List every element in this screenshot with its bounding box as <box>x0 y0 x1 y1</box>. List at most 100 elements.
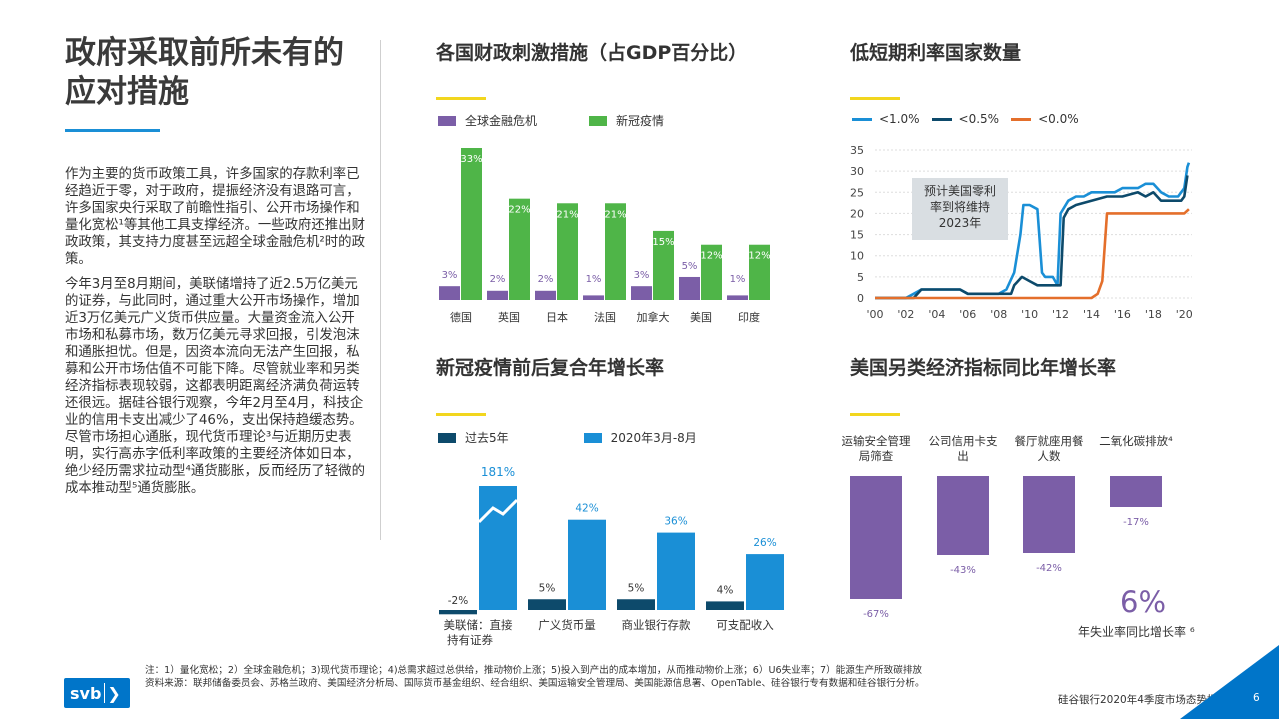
bar-5yr-3 <box>706 601 744 610</box>
bar-gfc-1 <box>487 290 508 300</box>
bar-5yr-0 <box>439 610 477 615</box>
annotation-box <box>912 178 1008 240</box>
series-line-lt0 <box>875 208 1190 300</box>
cagr-legend: 过去5年 2020年3月-8月 <box>438 429 697 446</box>
category-label-3: 法国 <box>594 310 616 324</box>
x-tick-2: '04 <box>928 308 945 321</box>
annotation-line-1: 率到将维持 <box>930 199 990 214</box>
footnote: 注：1）量化宽松；2）全球金融危机；3)现代货币理论；4)总需求超过总供给，推动… <box>145 664 935 690</box>
bar-covid-5 <box>701 244 722 300</box>
legend-label-lt0: <0.0% <box>1038 112 1079 126</box>
alt-bar-2 <box>1023 476 1075 554</box>
alt-category-label-2: 餐厅就座用餐 人数 <box>1014 434 1084 463</box>
bar-covid-2 <box>557 203 578 300</box>
y-tick-3: 15 <box>850 229 864 242</box>
bar-2020-1 <box>568 519 606 610</box>
x-tick-9: '18 <box>1145 308 1162 321</box>
data-label-covid-3: 21% <box>604 209 626 220</box>
alt-bar-3 <box>1110 476 1162 508</box>
legend-label-2020: 2020年3月-8月 <box>610 431 697 445</box>
bar-gfc-3 <box>583 295 604 300</box>
y-tick-4: 20 <box>850 207 864 220</box>
legend-swatch-2020 <box>583 432 602 443</box>
bar-covid-1 <box>509 198 530 300</box>
cagr-title-accent <box>436 413 486 416</box>
legend-swatch-5yr <box>438 432 456 443</box>
fiscal-chart: 3%33%德国2%22%英国2%21%日本1%21%法国3%15%加拿大5%12… <box>439 148 771 324</box>
data-label-5yr-0: -2% <box>448 595 468 607</box>
bar-2020-3 <box>746 554 784 610</box>
alt-category-label-3: 二氧化碳排放⁴ <box>1099 434 1173 448</box>
category-label-3: 可支配收入 <box>716 618 774 632</box>
legend-label-lt05: <0.5% <box>958 112 1000 126</box>
rates-chart-title: 低短期利率国家数量 <box>850 42 1022 64</box>
x-tick-5: '10 <box>1021 308 1038 321</box>
category-label-1: 广义货币量 <box>538 618 596 632</box>
data-label-2020-0: 181% <box>481 465 515 479</box>
annotation-line-0: 预计美国零利 <box>924 184 996 198</box>
legend-label-5yr: 过去5年 <box>465 431 509 445</box>
y-tick-7: 35 <box>850 144 864 157</box>
bar-covid-6 <box>749 244 770 300</box>
axis-break-icon <box>477 498 519 524</box>
data-label-2020-1: 42% <box>575 503 598 515</box>
legend-label-gfc: 全球金融危机 <box>465 114 538 128</box>
x-tick-3: '06 <box>959 308 976 321</box>
legend-item-covid: 新冠疫情 <box>589 112 664 129</box>
alt-category-label-1: 公司信用卡支 出 <box>928 434 998 463</box>
bar-gfc-2 <box>535 290 556 300</box>
footnote-sources: 资料来源：联邦储备委员会、苏格兰政府、美国经济分析局、国际货币基金组织、经合组织… <box>145 678 925 689</box>
bar-5yr-1 <box>528 599 566 610</box>
page-number: 6 <box>1253 692 1260 704</box>
bar-gfc-5 <box>679 276 700 300</box>
svb-logo-text: svb <box>70 683 102 703</box>
data-label-covid-5: 12% <box>700 251 722 262</box>
alt-data-label-3: -17% <box>1123 517 1149 529</box>
legend-item-lt05: <0.5% <box>931 112 1000 126</box>
category-label-4: 加拿大 <box>637 310 670 324</box>
y-tick-6: 30 <box>850 165 864 178</box>
alt-title-accent <box>850 413 900 416</box>
x-tick-0: '00 <box>866 308 883 321</box>
body-text: 作为主要的货币政策工具，许多国家的存款利率已经趋近于零，对于政府，提振经济没有退… <box>65 166 365 505</box>
x-tick-8: '16 <box>1114 308 1131 321</box>
alt-category-label-0: 运输安全管理 局筛查 <box>841 434 911 463</box>
column-divider <box>380 40 381 540</box>
data-label-gfc-0: 3% <box>442 270 458 281</box>
bar-gfc-4 <box>631 286 652 300</box>
y-tick-0: 0 <box>857 292 864 305</box>
category-label-2: 商业银行存款 <box>622 618 691 632</box>
fiscal-legend: 全球金融危机 新冠疫情 <box>438 112 664 129</box>
bar-2020-2 <box>657 532 695 610</box>
data-label-5yr-2: 5% <box>628 582 645 594</box>
legend-item-lt1: <1.0% <box>852 112 920 126</box>
corner-triangle <box>1180 645 1279 719</box>
category-label-1: 英国 <box>498 310 520 324</box>
cagr-chart-title: 新冠疫情前后复合年增长率 <box>436 357 665 379</box>
alt-data-label-0: -67% <box>863 609 889 621</box>
bar-covid-3 <box>605 203 626 300</box>
alt-data-label-1: -43% <box>950 565 976 577</box>
category-label-0: 美联储：直接 <box>444 618 513 632</box>
category-label-6: 印度 <box>738 310 760 324</box>
svb-logo-separator <box>104 683 105 703</box>
alt-data-label-2: -42% <box>1036 563 1062 575</box>
data-label-covid-4: 15% <box>652 237 674 248</box>
legend-item-gfc: 全球金融危机 <box>438 112 537 129</box>
fiscal-title-accent <box>436 97 486 100</box>
bar-5yr-2 <box>617 599 655 610</box>
bar-gfc-0 <box>439 286 460 300</box>
bar-covid-4 <box>653 230 674 300</box>
legend-swatch-gfc <box>438 115 456 126</box>
data-label-gfc-2: 2% <box>538 274 554 285</box>
bar-gfc-6 <box>727 295 748 300</box>
alt-bar-1 <box>937 476 989 556</box>
legend-item-2020: 2020年3月-8月 <box>583 429 697 446</box>
unemployment-value: 6% <box>1120 585 1167 619</box>
svb-logo: svb ❯ <box>64 678 130 708</box>
category-label-2: 日本 <box>546 310 568 324</box>
rates-title-accent <box>850 97 900 100</box>
data-label-5yr-3: 4% <box>717 584 734 596</box>
series-line-lt05 <box>875 175 1189 300</box>
